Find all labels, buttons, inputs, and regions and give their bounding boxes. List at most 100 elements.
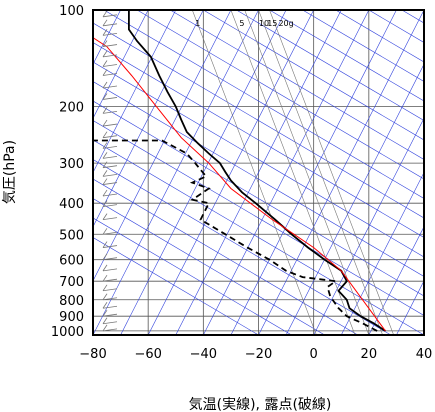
y-tick-label: 800	[59, 294, 84, 309]
parcel-series	[93, 37, 386, 332]
wind-barb-flag	[102, 81, 108, 89]
wind-barb-flag	[102, 317, 108, 324]
mixing-ratio-label: 15	[267, 19, 277, 28]
mixing-ratio-label: 20g	[278, 19, 293, 28]
wind-barb	[102, 182, 118, 185]
wind-barb	[102, 297, 118, 301]
wind-barb-flag	[102, 161, 108, 168]
adiabat-line	[93, 237, 259, 335]
wind-barb	[102, 313, 118, 317]
wind-barb	[102, 123, 118, 127]
wind-barb	[102, 44, 118, 47]
wind-barb	[102, 165, 118, 169]
plot-frame	[92, 9, 425, 336]
y-tick-label: 300	[59, 157, 84, 172]
wind-barb-flag	[102, 10, 108, 18]
wind-barb	[102, 110, 118, 114]
adiabat-line	[203, 10, 424, 141]
wind-barb-flag	[102, 19, 108, 27]
wind-barb	[102, 305, 118, 309]
adiabat-line	[236, 10, 424, 121]
wind-barbs	[102, 10, 118, 332]
y-tick-label: 600	[59, 254, 84, 269]
mixing-ratio-label: 10	[259, 19, 269, 28]
wind-barb-flag	[102, 29, 108, 36]
wind-barb-flag	[102, 213, 108, 220]
wind-barb	[102, 288, 118, 292]
wind-barb	[102, 14, 118, 18]
adiabat-line	[93, 198, 325, 335]
adiabat-line	[302, 10, 424, 82]
isotherm-line	[423, 334, 424, 335]
wind-barb-flag	[102, 253, 108, 260]
wind-barb	[102, 85, 118, 89]
mixing-ratio-line	[192, 10, 317, 335]
wind-barb-flag	[102, 293, 108, 301]
y-tick-label: 400	[59, 197, 84, 212]
adiabat-line	[269, 10, 424, 102]
x-tick-label: 40	[416, 347, 433, 362]
adiabat-line	[368, 10, 424, 43]
isotherm-line	[175, 10, 342, 335]
wind-barb	[102, 321, 118, 325]
wind-barb-flag	[102, 178, 108, 185]
isotherm-line	[93, 10, 177, 174]
adiabat-line	[93, 178, 358, 335]
adiabat-line	[93, 42, 424, 238]
y-tick-label: 200	[59, 101, 84, 116]
mixing-ratio-line	[258, 10, 383, 335]
series-layer	[93, 10, 386, 332]
wind-barb-flag	[102, 200, 108, 207]
dewpoint-series	[93, 139, 378, 332]
wind-barb-flag	[102, 241, 108, 248]
isotherm-line	[93, 10, 259, 335]
x-tick-label: −60	[134, 347, 161, 362]
wind-barb-flag	[102, 60, 108, 67]
mixing-ratio-line	[230, 10, 356, 335]
wind-barb-flag	[102, 107, 108, 114]
wind-barb-flag	[102, 264, 108, 272]
temperature-series	[127, 10, 386, 332]
mixing-ratio-label: 5	[239, 19, 244, 28]
mixing-ratio-label: 1	[195, 19, 200, 28]
x-tick-label: 20	[361, 347, 378, 362]
wind-barb-flag	[102, 189, 108, 197]
x-tick-label: −80	[79, 347, 106, 362]
x-axis-title: 気温(実線), 露点(破線)	[189, 397, 332, 412]
adiabat-line	[93, 61, 424, 258]
y-tick-label: 900	[59, 310, 84, 325]
wind-barb-flag	[102, 40, 108, 47]
isotherm-line	[203, 10, 370, 335]
wind-barb-flag	[102, 228, 108, 235]
wind-barb	[102, 155, 118, 159]
isotherm-line	[285, 63, 424, 335]
wind-barb-flag	[102, 50, 108, 58]
wind-barb	[102, 33, 118, 36]
y-tick-label: 1000	[51, 325, 84, 340]
wind-barb-flag	[102, 93, 108, 100]
wind-barb-flag	[102, 274, 108, 282]
wind-barb-flag	[102, 324, 108, 332]
wind-barb	[102, 135, 118, 139]
mixing-ratio-line	[244, 10, 370, 335]
wind-barb	[102, 193, 118, 197]
isotherm-line	[313, 117, 424, 335]
wind-barb	[102, 257, 118, 261]
adiabat-line	[170, 10, 424, 160]
wind-barb-flag	[102, 152, 108, 159]
isotherm-line	[93, 10, 204, 228]
wind-barb-flag	[102, 302, 108, 309]
y-tick-label: 100	[59, 4, 84, 19]
y-tick-label: 500	[59, 228, 84, 243]
wind-barb	[102, 54, 118, 58]
adiabat-line	[93, 217, 292, 335]
wind-barb	[102, 146, 118, 149]
isotherm-line	[147, 10, 314, 335]
adiabat-line	[93, 22, 424, 219]
isotherm-line	[93, 10, 149, 119]
wind-barb-flag	[102, 119, 108, 127]
mixing-ratio-line	[269, 10, 394, 335]
adiabat-line	[103, 10, 424, 199]
wind-barb	[102, 73, 118, 76]
